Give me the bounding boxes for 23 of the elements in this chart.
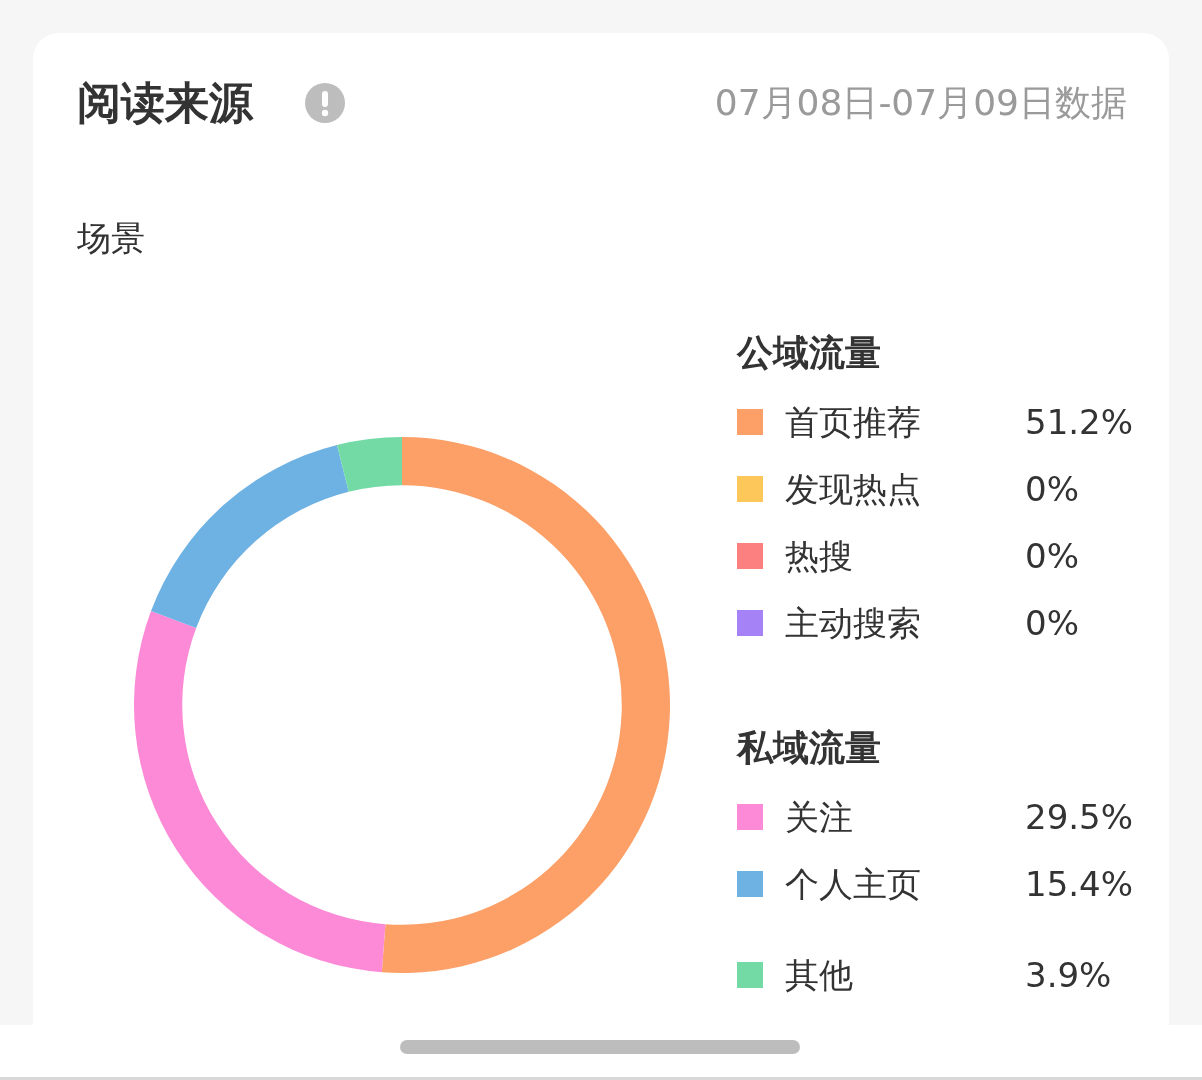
text: 0% (1025, 536, 1079, 576)
legend-label: 热搜 (785, 535, 853, 578)
legend-label: 发现热点 (785, 468, 921, 511)
text: 公域流量 (737, 331, 881, 375)
text: 场景 (77, 217, 145, 260)
text: 0% (1025, 603, 1079, 643)
chart-subtitle: 07月08日-07月09日数据 (714, 81, 1127, 125)
donut-slice (151, 445, 349, 628)
text: 私域流量 (737, 726, 881, 770)
legend-label: 其他 (785, 954, 853, 997)
legend-label: 主动搜索 (785, 602, 921, 645)
data-label: 3.9% (1025, 954, 1112, 997)
data-label: 15.4% (1025, 863, 1134, 906)
data-label: 51.2% (1025, 401, 1134, 444)
donut-slice (381, 437, 670, 973)
legend-label: 关注 (785, 796, 853, 839)
chart-title: 阅读来源 (77, 76, 253, 130)
legend-label: 个人主页 (785, 863, 921, 906)
donut-slice (134, 611, 386, 973)
legend-label: 首页推荐 (785, 401, 921, 444)
donut-slice (336, 437, 402, 492)
text: 0% (1025, 469, 1079, 509)
data-label: 29.5% (1025, 796, 1134, 839)
